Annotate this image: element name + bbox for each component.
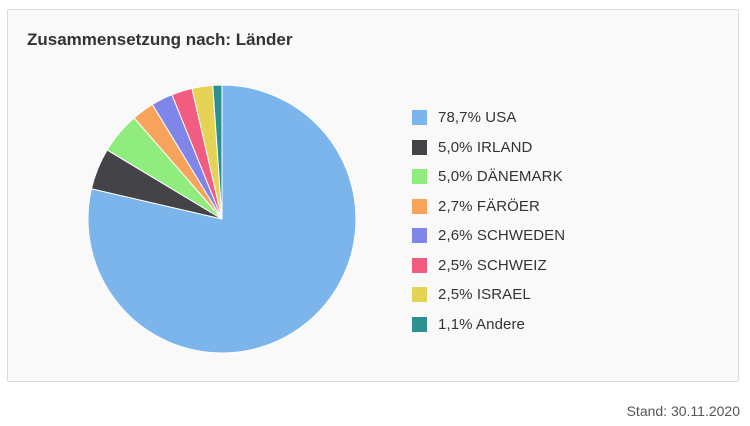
legend-label: 5,0% IRLAND [438,138,533,156]
legend-label: 78,7% USA [438,109,517,127]
legend-swatch [412,287,427,303]
legend-swatch [412,110,427,126]
legend-item-schweden[interactable]: 2,6% SCHWEDEN [412,221,565,251]
chart-legend: 78,7% USA 5,0% IRLAND 5,0% DÄNEMARK 2,7% FÄ… [412,103,565,339]
pie-chart [87,84,357,354]
legend-label: 2,5% ISRAEL [438,286,531,304]
legend-swatch [412,228,427,244]
legend-label: 2,5% SCHWEIZ [438,256,547,274]
pie-slice-andere[interactable] [212,84,223,220]
legend-item-israel[interactable]: 2,5% ISRAEL [412,280,565,310]
chart-title: Zusammensetzung nach: Länder [27,30,293,49]
legend-label: 1,1% Andere [438,315,525,333]
legend-swatch [412,257,427,273]
legend-label: 2,6% SCHWEDEN [438,227,566,245]
chart-card: Zusammensetzung nach: Länder 78,7% USA 5,… [7,9,739,382]
legend-label: 5,0% DÄNEMARK [438,168,563,186]
legend-item-färöer[interactable]: 2,7% FÄRÖER [412,192,565,222]
legend-item-usa[interactable]: 78,7% USA [412,103,565,133]
legend-item-irland[interactable]: 5,0% IRLAND [412,133,565,163]
legend-swatch [412,169,427,185]
legend-swatch [412,139,427,155]
legend-swatch [412,198,427,214]
legend-item-dänemark[interactable]: 5,0% DÄNEMARK [412,162,565,192]
legend-item-schweiz[interactable]: 2,5% SCHWEIZ [412,251,565,281]
stand-date: Stand: 30.11.2020 [626,403,740,419]
legend-swatch [412,316,427,332]
legend-label: 2,7% FÄRÖER [438,197,540,215]
legend-item-andere[interactable]: 1,1% Andere [412,310,565,340]
